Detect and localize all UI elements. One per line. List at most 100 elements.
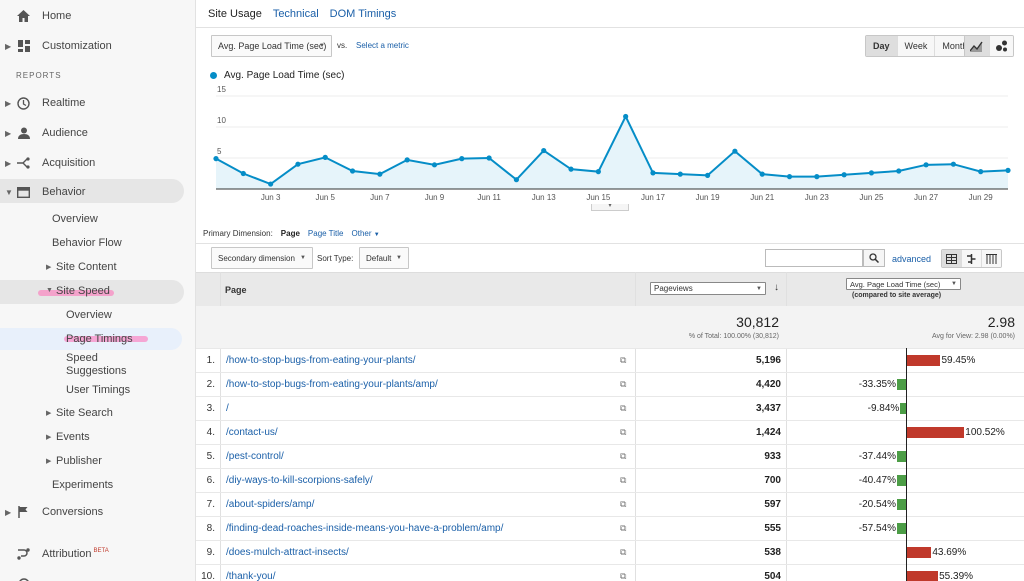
nav-audience[interactable]: ▶ Audience [0,121,195,145]
metric-select[interactable]: Avg. Page Load Time (sec) ▼ [211,35,332,57]
motion-chart-button[interactable] [990,36,1013,56]
nav-site-content[interactable]: ▶ Site Content [46,261,117,277]
nav-home[interactable]: Home [0,4,195,28]
page-link[interactable]: /contact-us/ [226,427,278,438]
data-point [978,169,984,175]
dimension-other[interactable]: Other ▼ [352,229,380,238]
pivot-view-button[interactable] [982,250,1001,267]
comparison-view-button[interactable] [962,250,982,267]
nav-events-label: Events [56,431,90,443]
page-link[interactable]: /how-to-stop-bugs-from-eating-your-plant… [226,379,438,390]
open-link-icon[interactable]: ⧉ [620,355,627,365]
open-link-icon[interactable]: ⧉ [620,403,627,413]
data-point [541,147,547,154]
page-link[interactable]: /pest-control/ [226,451,284,462]
data-view-button[interactable] [942,250,962,267]
page-link[interactable]: /diy-ways-to-kill-scorpions-safely/ [226,475,373,486]
nav-site-speed[interactable]: ▼ Site Speed [46,285,110,301]
nav-site-content-label: Site Content [56,261,117,273]
pageviews-value: 5,196 [755,355,781,366]
open-link-icon[interactable]: ⧉ [620,379,627,389]
nav-speed-suggestions-line1[interactable]: Speed [66,352,98,364]
line-chart-button[interactable] [965,36,990,56]
page-link[interactable]: / [226,403,229,414]
nav-attribution[interactable]: Attribution BETA [0,542,195,566]
open-link-icon[interactable]: ⧉ [620,499,627,509]
nav-realtime[interactable]: ▶ Realtime [0,91,195,115]
chart-resize-handle[interactable]: ▾ [591,203,629,211]
chart-type-toggle [964,35,1014,57]
page-link[interactable]: /how-to-stop-bugs-from-eating-your-plant… [226,355,416,366]
sort-desc-arrow-icon[interactable]: ↓ [774,282,779,293]
secondary-dimension-select[interactable]: Secondary dimension ▼ [211,247,313,269]
attribution-text: Attribution [42,548,92,560]
pageviews-metric-select[interactable]: Pageviews ▼ [650,282,766,295]
dimension-page[interactable]: Page [280,229,300,238]
nav-behavior-overview[interactable]: Overview [52,213,98,225]
nav-customization[interactable]: ▶ Customization [0,34,195,58]
nav-conversions[interactable]: ▶ Conversions [0,500,195,524]
page-link[interactable]: /finding-dead-roaches-inside-means-you-h… [226,523,504,534]
nav-publisher[interactable]: ▶ Publisher [46,455,102,471]
open-link-icon[interactable]: ⧉ [620,427,627,437]
open-link-icon[interactable]: ⧉ [620,451,627,461]
sort-type-select[interactable]: Default ▼ [359,247,409,269]
row-index: 5. [206,451,215,462]
nav-speed-suggestions-line2[interactable]: Suggestions [66,365,127,377]
pageviews-value: 555 [764,523,781,534]
data-point [377,171,383,177]
negative-comparison-bar [900,403,906,414]
compare-metric-value: Avg. Page Load Time (sec) [850,279,941,289]
nav-site-speed-overview[interactable]: Overview [66,309,112,321]
data-point [704,172,711,178]
table-row: 10. /thank-you/ ⧉ 504 55.39% [196,564,1024,581]
tab-site-usage[interactable]: Site Usage [208,8,262,20]
data-point [322,154,328,160]
page-link[interactable]: /does-mulch-attract-insects/ [226,547,349,558]
chart-legend: Avg. Page Load Time (sec) [210,70,344,81]
total-metric-note: Avg for View: 2.98 (0.00%) [931,333,1015,340]
advanced-link[interactable]: advanced [892,254,932,264]
nav-acquisition-label: Acquisition [42,157,96,169]
select-metric-link[interactable]: Select a metric [356,41,409,50]
series-line [215,114,1009,186]
tab-dom-timings[interactable]: DOM Timings [329,8,397,20]
open-link-icon[interactable]: ⧉ [620,547,627,557]
negative-comparison-bar [897,499,906,510]
nav-discover-partial[interactable] [0,572,195,581]
nav-site-search[interactable]: ▶ Site Search [46,407,113,423]
line-chart-icon [970,41,983,52]
data-point [240,170,246,177]
period-day-button[interactable]: Day [866,36,898,56]
open-link-icon[interactable]: ⧉ [620,523,627,533]
row-index: 6. [206,475,215,486]
dimension-page-title[interactable]: Page Title [307,229,344,238]
nav-acquisition[interactable]: ▶ Acquisition [0,151,195,175]
expand-arrow-icon: ▶ [5,158,12,168]
table-row: 2. /how-to-stop-bugs-from-eating-your-pla… [196,372,1024,396]
main-content: Site Usage Technical DOM Timings Avg. Pa… [196,0,1024,581]
legend-dot [210,72,217,79]
x-tick-label: Jun 29 [969,193,994,202]
period-week-button[interactable]: Week [897,36,936,56]
page-link[interactable]: /about-spiders/amp/ [226,499,315,510]
data-point [595,169,601,175]
data-point [786,174,793,180]
nav-behavior-flow[interactable]: Behavior Flow [52,237,122,249]
page-link[interactable]: /thank-you/ [226,571,276,581]
negative-comparison-bar [897,379,906,390]
search-button[interactable] [863,249,885,267]
nav-events[interactable]: ▶ Events [46,431,90,447]
open-link-icon[interactable]: ⧉ [620,475,627,485]
nav-page-timings[interactable]: Page Timings [66,333,133,345]
pink-highlighter-mark [64,336,148,342]
nav-behavior[interactable]: ▼ Behavior [0,180,195,204]
nav-user-timings[interactable]: User Timings [66,384,131,396]
column-header-page[interactable]: Page [225,285,247,295]
compare-metric-select[interactable]: Avg. Page Load Time (sec) ▼ [846,278,961,290]
open-link-icon[interactable]: ⧉ [620,571,627,581]
discover-icon [17,578,30,581]
tab-technical[interactable]: Technical [272,8,319,20]
table-search-input[interactable] [765,249,863,267]
nav-experiments[interactable]: Experiments [52,479,114,491]
